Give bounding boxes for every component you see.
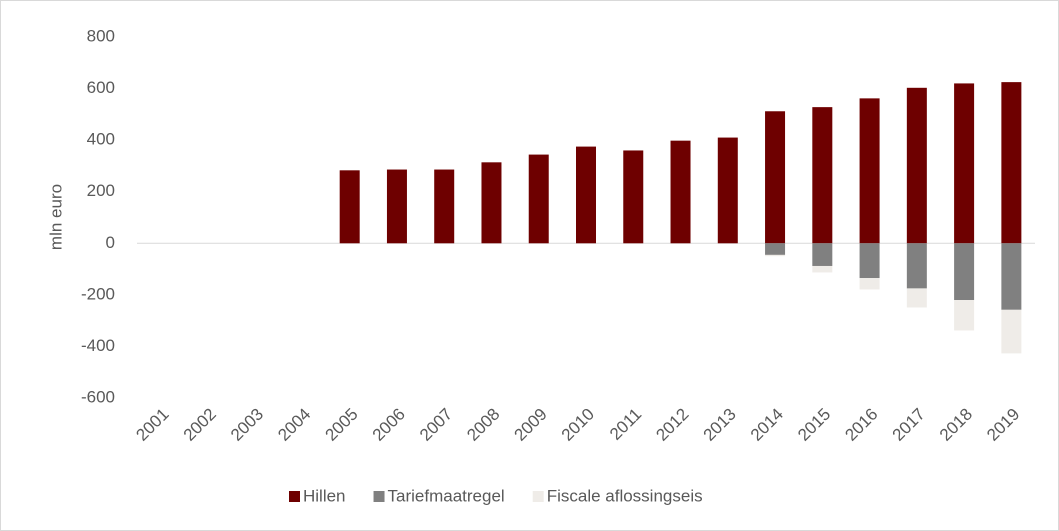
bar <box>812 243 833 266</box>
legend-label: Tariefmaatregel <box>388 486 505 505</box>
y-tick-label: -400 <box>81 336 115 355</box>
bar <box>528 154 549 244</box>
bar <box>670 140 691 244</box>
legend-swatch <box>373 491 385 502</box>
bar <box>765 111 786 244</box>
y-tick-label: 600 <box>87 78 115 97</box>
legend-swatch <box>289 491 300 502</box>
bar <box>481 162 502 244</box>
bar <box>717 137 738 244</box>
bar <box>1001 243 1022 310</box>
legend-swatch <box>532 491 544 502</box>
bar <box>386 169 407 244</box>
bar <box>906 243 927 289</box>
bar <box>1001 82 1022 244</box>
bar <box>812 107 833 244</box>
bar <box>434 169 455 244</box>
y-tick-label: -200 <box>81 284 115 303</box>
bar <box>765 243 786 255</box>
bar <box>765 254 786 257</box>
y-axis-label: mln euro <box>46 184 65 250</box>
bar <box>859 278 880 290</box>
y-tick-label: 200 <box>87 181 115 200</box>
bar <box>576 146 596 244</box>
bar <box>812 265 833 273</box>
bar <box>954 243 975 301</box>
bar <box>954 300 975 331</box>
bar <box>1001 309 1022 354</box>
legend-label: Fiscale aflossingseis <box>547 486 703 505</box>
bar <box>954 83 975 244</box>
y-tick-label: 400 <box>87 130 115 149</box>
y-tick-label: 0 <box>106 233 115 252</box>
bar <box>859 98 880 244</box>
bar <box>339 170 360 244</box>
bar <box>859 243 880 279</box>
bar <box>623 150 644 244</box>
bar <box>906 87 927 244</box>
y-tick-label: -600 <box>81 387 115 406</box>
legend-label: Hillen <box>303 486 346 505</box>
y-tick-label: 800 <box>87 26 115 45</box>
bar <box>906 288 927 308</box>
